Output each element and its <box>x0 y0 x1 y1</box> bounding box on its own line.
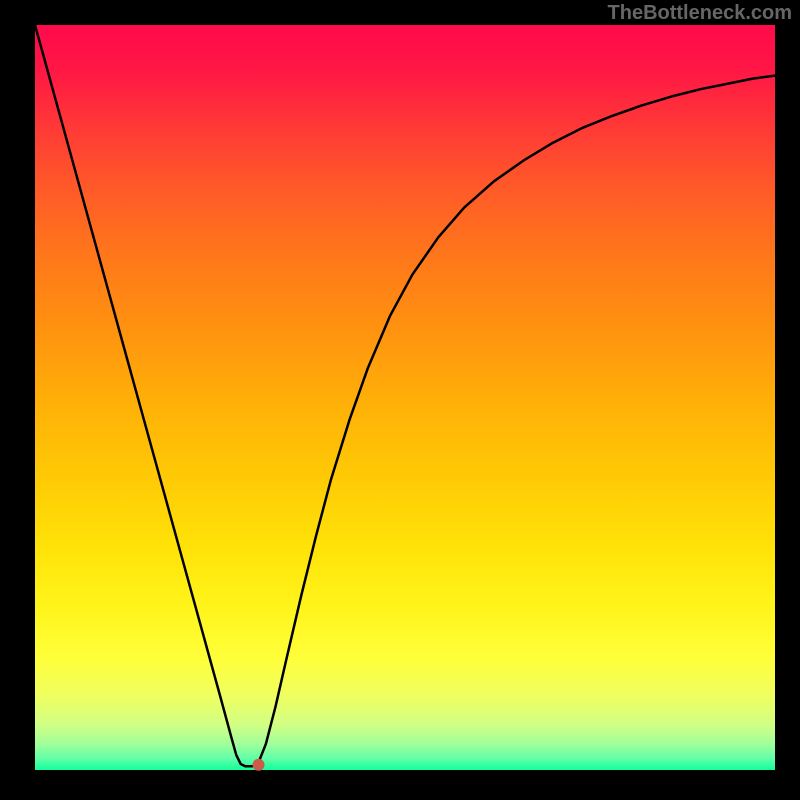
watermark-text: TheBottleneck.com <box>608 2 792 25</box>
plot-area <box>35 25 775 770</box>
chart-container: TheBottleneck.com <box>0 0 800 800</box>
